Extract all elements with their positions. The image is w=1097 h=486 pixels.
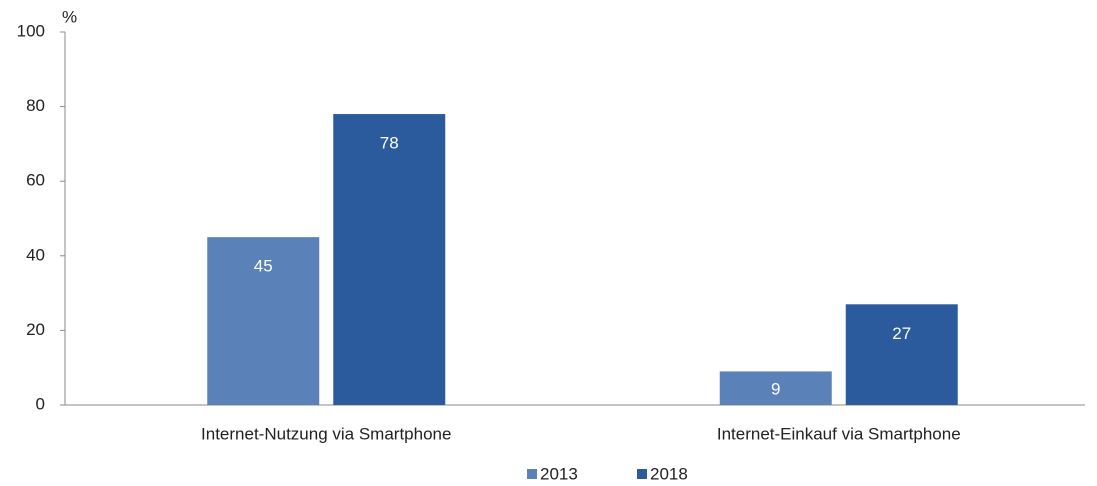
bar: [719, 371, 832, 405]
y-tick-label: 80: [26, 96, 45, 115]
legend-label: 2013: [540, 464, 578, 483]
bar: [333, 114, 446, 405]
legend-swatch: [527, 469, 537, 479]
data-label: 78: [380, 134, 399, 153]
y-tick-label: 60: [26, 171, 45, 190]
x-tick-label: Internet-Einkauf via Smartphone: [717, 424, 961, 443]
y-axis-unit: %: [62, 7, 77, 26]
legend-swatch: [637, 469, 647, 479]
data-label: 27: [892, 324, 911, 343]
data-label: 9: [771, 380, 780, 399]
legend-label: 2018: [650, 464, 688, 483]
y-tick-label: 0: [36, 394, 45, 413]
y-tick-label: 40: [26, 245, 45, 264]
bar: [845, 304, 958, 405]
data-label: 45: [254, 257, 273, 276]
x-tick-label: Internet-Nutzung via Smartphone: [201, 424, 451, 443]
bar: [207, 237, 320, 405]
y-tick-label: 100: [17, 21, 45, 40]
y-tick-label: 20: [26, 320, 45, 339]
